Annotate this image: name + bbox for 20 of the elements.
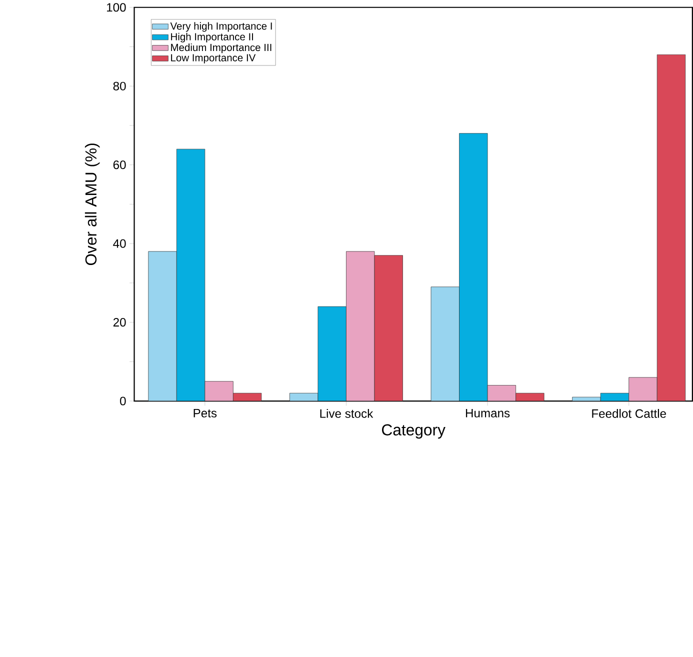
x-tick-label: Humans [466, 409, 510, 418]
y-tick-label: 100 [107, 3, 126, 12]
bar [204, 381, 234, 402]
y-tick-label: 60 [113, 160, 126, 170]
y-tick-label: 0 [120, 396, 126, 406]
legend-label: Very high Importance I [170, 22, 272, 32]
bar [487, 385, 516, 402]
legend-label: Medium Importance III [171, 44, 272, 54]
bar [628, 377, 658, 402]
y-tick-label: 80 [113, 82, 126, 90]
y-tick-label: 20 [113, 318, 126, 327]
legend-label: High Importance II [171, 32, 254, 42]
y-axis-title: Over all AMU (%) [84, 144, 100, 266]
y-tick-label: 40 [113, 239, 126, 248]
x-tick-label: Live stock [320, 409, 374, 418]
legend-label: Low Importance IV [171, 54, 256, 64]
x-tick-label: Pets [194, 409, 217, 418]
x-axis-title: Category [382, 424, 446, 439]
bar [346, 251, 375, 402]
x-tick-label: Feedlot Cattle [592, 409, 666, 418]
